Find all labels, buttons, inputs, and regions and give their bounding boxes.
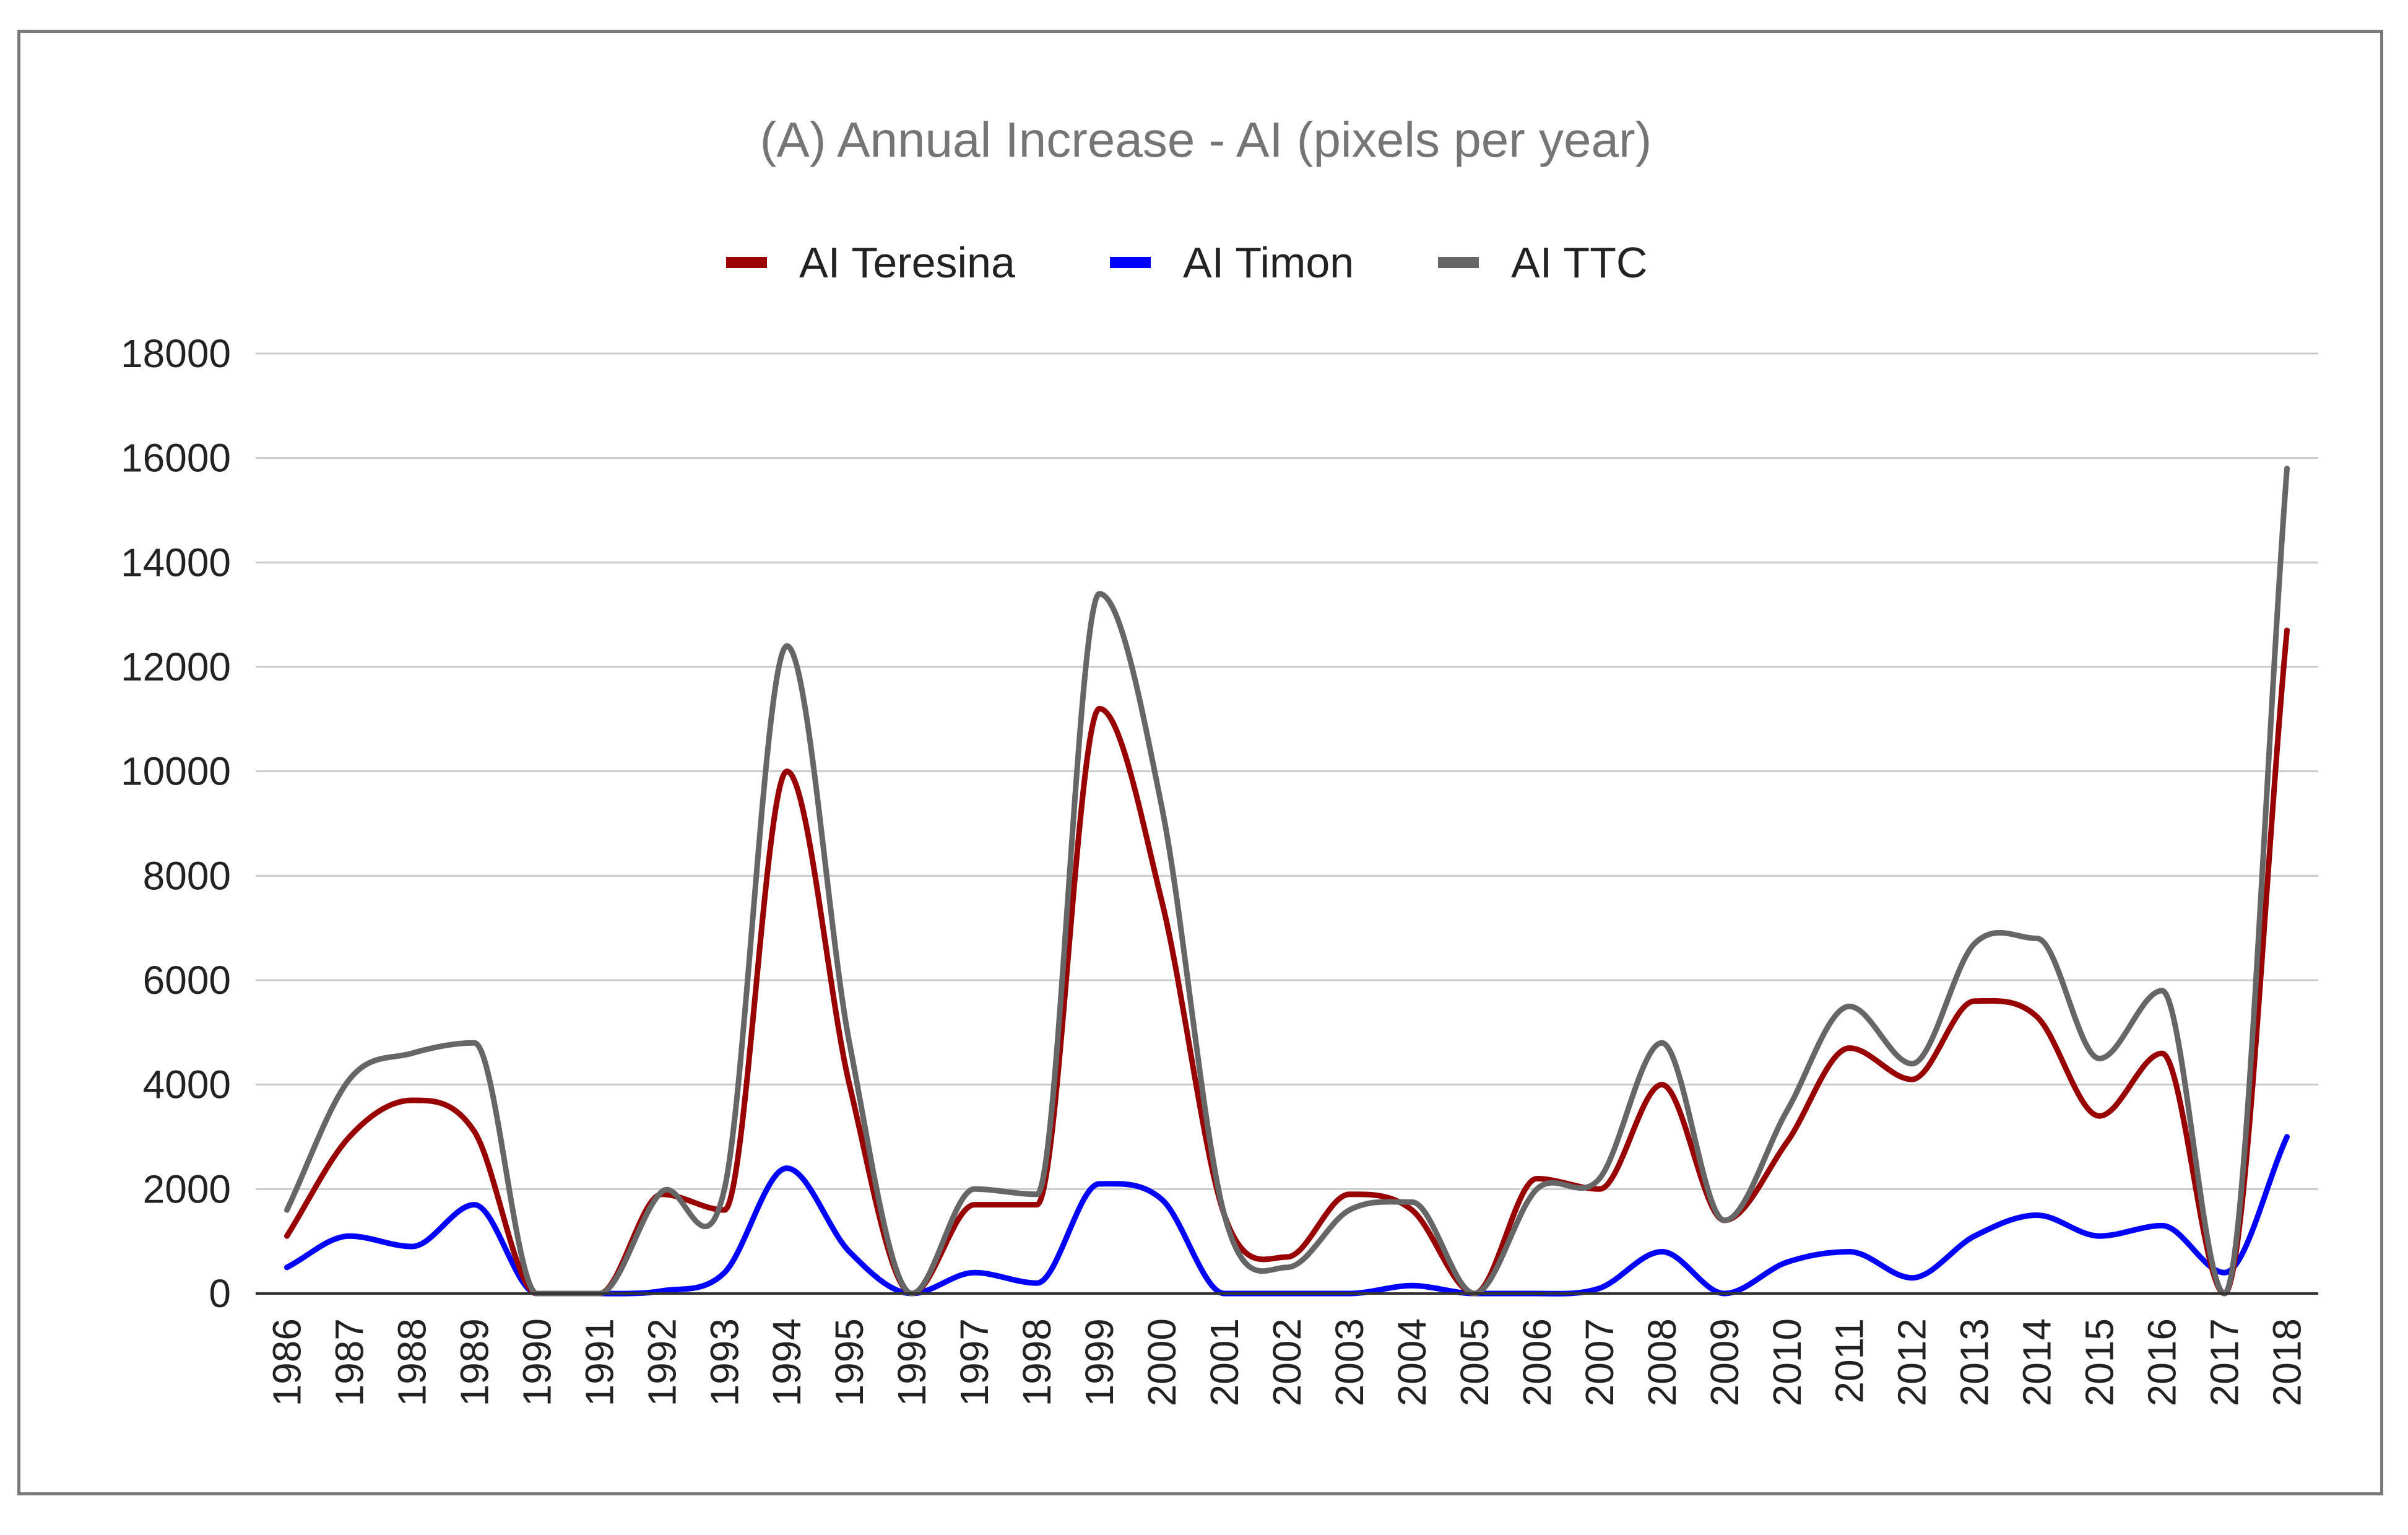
x-tick-label: 2011: [1827, 1318, 1872, 1404]
y-tick-label: 4000: [143, 1063, 231, 1107]
x-tick-label: 2014: [2015, 1318, 2059, 1406]
x-tick-label: 2016: [2140, 1318, 2185, 1406]
x-tick-label: 2005: [1452, 1318, 1497, 1406]
series-line-ai-timon: [284, 1134, 2290, 1297]
series-lines: [284, 466, 2290, 1297]
x-tick-label: 1998: [1015, 1318, 1059, 1406]
legend-label-ai-teresina: AI Teresina: [799, 238, 1015, 287]
series-line-ai-ttc: [284, 466, 2290, 1297]
y-tick-label: 18000: [121, 331, 231, 376]
x-tick-label: 1988: [389, 1318, 434, 1406]
x-tick-label: 1986: [264, 1318, 309, 1406]
x-tick-label: 2006: [1515, 1318, 1559, 1406]
y-tick-label: 2000: [143, 1167, 231, 1211]
legend-swatch-ai-timon: [1110, 257, 1151, 268]
x-tick-label: 2010: [1765, 1318, 1809, 1406]
x-tick-label: 1989: [452, 1318, 496, 1406]
x-tick-label: 2013: [1952, 1318, 1997, 1406]
x-tick-label: 1990: [514, 1318, 559, 1406]
x-tick-label: 1995: [827, 1318, 872, 1406]
x-tick-label: 1992: [639, 1318, 684, 1406]
x-tick-label: 1994: [764, 1318, 809, 1406]
x-tick-label: 1993: [702, 1318, 747, 1406]
y-tick-label: 6000: [143, 958, 231, 1002]
y-tick-label: 14000: [121, 540, 231, 585]
gridlines: [256, 352, 2318, 1190]
chart-frame: (A) Annual Increase - AI (pixels per yea…: [17, 30, 2383, 1495]
x-tick-label: 2007: [1577, 1318, 1622, 1406]
x-tick-label: 1987: [327, 1318, 371, 1406]
legend-label-ai-timon: AI Timon: [1183, 238, 1354, 287]
legend: AI Teresina AI Timon AI TTC: [726, 238, 1647, 287]
y-tick-label: 16000: [121, 436, 231, 481]
y-tick-label: 8000: [143, 853, 231, 898]
x-tick-label: 2000: [1140, 1318, 1184, 1406]
legend-swatch-ai-ttc: [1438, 257, 1479, 268]
x-axis-ticks: 1986 1987 1988 1989 1990 1991 1992 1993 1994 1995…: [264, 1318, 2309, 1406]
y-axis-ticks: 0 2000 4000 6000 8000 10000 12000 14000 16000 180…: [121, 331, 231, 1316]
x-tick-label: 2009: [1702, 1318, 1747, 1406]
chart-svg: (A) Annual Increase - AI (pixels per yea…: [121, 112, 2318, 1406]
x-tick-label: 2004: [1390, 1318, 1434, 1406]
x-tick-label: 2018: [2265, 1318, 2310, 1406]
x-tick-label: 1997: [952, 1318, 997, 1406]
x-tick-label: 2002: [1265, 1318, 1309, 1406]
x-tick-label: 1991: [577, 1318, 621, 1406]
y-tick-label: 10000: [121, 749, 231, 794]
legend-label-ai-ttc: AI TTC: [1511, 238, 1647, 287]
x-tick-label: 1999: [1077, 1318, 1122, 1406]
y-tick-label: 12000: [121, 645, 231, 689]
chart-title: (A) Annual Increase - AI (pixels per yea…: [760, 112, 1652, 167]
legend-swatch-ai-teresina: [726, 257, 767, 268]
y-tick-label: 0: [209, 1271, 231, 1316]
x-tick-label: 2001: [1202, 1318, 1247, 1406]
x-tick-label: 2003: [1327, 1318, 1372, 1406]
x-tick-label: 1996: [890, 1318, 934, 1406]
x-tick-label: 2008: [1640, 1318, 1684, 1406]
series-line-ai-teresina: [284, 627, 2290, 1297]
x-tick-label: 2015: [2077, 1318, 2122, 1406]
x-tick-label: 2012: [1890, 1318, 1934, 1406]
x-tick-label: 2017: [2202, 1318, 2247, 1406]
